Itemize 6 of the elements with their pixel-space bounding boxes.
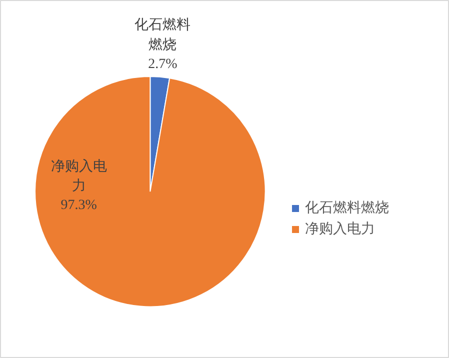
slice-label: 净购入电 力 [50,158,107,194]
legend-label: 净购入电力 [305,220,375,238]
slice-label: 化石燃料 燃烧 [134,17,191,53]
data-label: 2.7% [148,56,178,72]
data-label: 97.3% [60,198,98,213]
legend-label: 化石燃料燃烧 [305,199,389,217]
